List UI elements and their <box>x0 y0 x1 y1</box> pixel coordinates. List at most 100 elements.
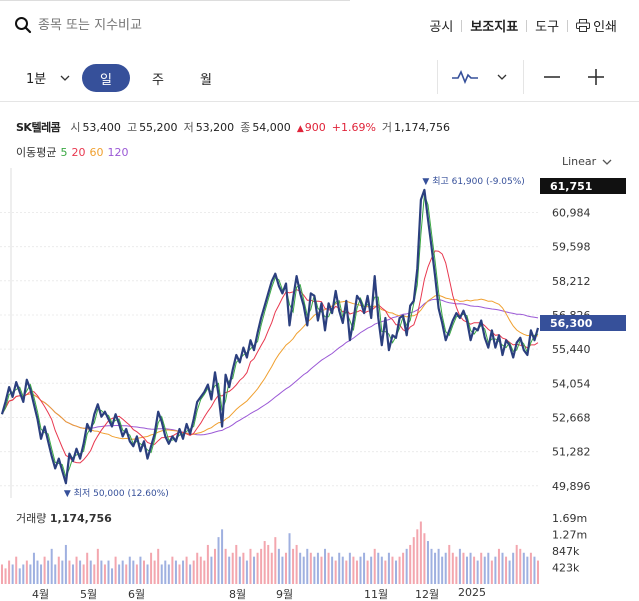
nav-separator <box>526 19 528 32</box>
volume-bar <box>100 560 103 584</box>
volume-bar <box>274 537 277 584</box>
ma-5-label[interactable]: 5 <box>60 146 68 159</box>
volume-bar <box>135 564 138 584</box>
low-annotation: ▼ 최저 50,000 (12.60%) <box>64 488 169 499</box>
stock-summary: SK텔레콤 시 53,400 고 55,200 저 53,200 종 54,00… <box>16 119 456 135</box>
search-icon[interactable] <box>14 16 32 34</box>
volume-panel-value: 1,174,756 <box>49 512 112 525</box>
top-divider <box>0 0 350 1</box>
volume-bar <box>338 552 341 584</box>
x-tick-label: 9월 <box>276 588 294 601</box>
volume-bar <box>299 552 302 584</box>
volume-bar <box>79 560 82 584</box>
tab-month[interactable]: 월 <box>200 72 212 88</box>
scale-label: Linear <box>562 155 597 168</box>
volume-bar <box>331 556 334 584</box>
volume-bar <box>178 564 181 584</box>
volume-bar <box>64 544 67 584</box>
volume-chart[interactable]: 1.69m 1.27m 847k 423k <box>0 508 639 584</box>
tab-week[interactable]: 주 <box>152 72 164 88</box>
volume-bar <box>512 552 515 584</box>
nav-disclosure[interactable]: 공시 <box>429 20 454 35</box>
print-button[interactable]: 인쇄 <box>568 16 625 35</box>
volume-bar <box>281 556 284 584</box>
top-bar: 공시 보조지표 도구 인쇄 <box>0 0 639 50</box>
volume-bar <box>121 560 124 584</box>
volume-bar <box>142 560 145 584</box>
y-tick-label: 54,054 <box>552 377 591 390</box>
volume-bar <box>355 560 358 584</box>
toolbar-divider <box>523 60 524 94</box>
search-box[interactable] <box>14 14 218 36</box>
print-label: 인쇄 <box>593 20 617 35</box>
nav-tools[interactable]: 도구 <box>535 20 560 35</box>
ma-20-label[interactable]: 20 <box>71 146 86 159</box>
ma-120-label[interactable]: 120 <box>107 146 129 159</box>
volume-bar <box>118 564 121 584</box>
nav-indicator[interactable]: 보조지표 <box>470 20 519 35</box>
volume-bar <box>533 556 536 584</box>
last-price-tag: 56,300 <box>540 315 626 331</box>
search-input[interactable] <box>38 17 218 33</box>
zoom-in-icon[interactable] <box>587 68 605 86</box>
y-tick-label: 55,440 <box>552 343 591 356</box>
volume-bar <box>448 544 451 584</box>
ma-60-label[interactable]: 60 <box>89 146 104 159</box>
volume-bar <box>363 552 366 584</box>
volume-bar <box>519 548 522 584</box>
volume-bar <box>15 556 18 584</box>
volume-bar <box>348 552 351 584</box>
chevron-down-icon[interactable] <box>497 74 507 80</box>
volume-bar <box>320 556 323 584</box>
volume-bar <box>146 564 149 584</box>
volume-bar <box>249 548 252 584</box>
volume-bar <box>61 560 64 584</box>
volume-bar <box>476 560 479 584</box>
volume-bar <box>89 560 92 584</box>
ma-20-line <box>1 250 539 464</box>
volume-bar <box>185 556 188 584</box>
volume-bar <box>434 552 437 584</box>
volume-bar <box>455 556 458 584</box>
volume-bar <box>405 548 408 584</box>
volume-bar <box>1 564 3 584</box>
up-triangle-icon: ▲ <box>296 124 304 134</box>
volume-bar <box>270 552 273 584</box>
tab-day[interactable]: 일 <box>82 64 130 92</box>
top-nav: 공시 보조지표 도구 인쇄 <box>421 16 625 35</box>
minute-interval-select[interactable]: 1분 <box>26 68 70 87</box>
volume-tick-label: 423k <box>552 561 580 574</box>
volume-bar <box>334 560 337 584</box>
volume-bar <box>107 560 110 584</box>
volume-bar <box>373 548 376 584</box>
volume-bar <box>54 564 57 584</box>
volume-bar <box>487 552 490 584</box>
price-chart[interactable]: 60,98459,59858,21256,82655,44054,05452,6… <box>0 168 639 508</box>
volume-bar <box>267 544 270 584</box>
volume-bar <box>508 560 511 584</box>
volume-bar <box>501 552 504 584</box>
x-tick-label: 4월 <box>32 588 50 601</box>
volume-bar <box>174 560 177 584</box>
volume-bar <box>292 548 295 584</box>
volume-bar <box>68 560 71 584</box>
volume-bar <box>256 552 259 584</box>
scale-select[interactable]: Linear <box>562 155 612 168</box>
volume-bar <box>125 564 128 584</box>
zoom-out-icon[interactable] <box>543 68 561 86</box>
volume-bar <box>242 552 245 584</box>
volume-bar <box>398 556 401 584</box>
volume-bar <box>384 560 387 584</box>
volume-bar <box>111 568 114 584</box>
volume-bar <box>171 556 174 584</box>
volume-bar <box>284 552 287 584</box>
volume-bar <box>43 556 46 584</box>
volume-bar <box>522 552 525 584</box>
volume-bar <box>462 552 465 584</box>
volume-value: 1,174,756 <box>394 121 451 134</box>
volume-bar <box>29 564 32 584</box>
volume-bar <box>189 564 192 584</box>
change-percent: +1.69% <box>331 121 376 134</box>
volume-bar <box>206 544 209 584</box>
line-chart-icon[interactable] <box>452 70 478 84</box>
